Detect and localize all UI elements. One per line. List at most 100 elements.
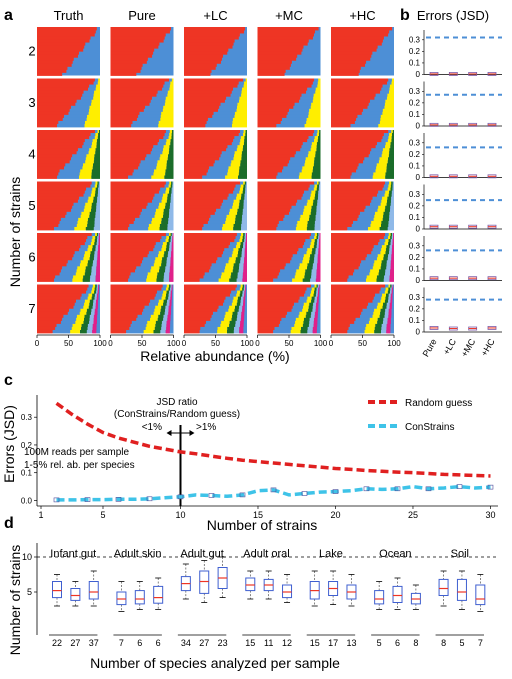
abundance-bar-segment	[305, 314, 311, 319]
abundance-bar-segment	[37, 151, 77, 155]
abundance-bar-segment	[110, 51, 154, 55]
abundance-bar-segment	[37, 296, 81, 301]
abundance-bar-segment	[158, 299, 164, 304]
abundance-bar-segment	[98, 284, 100, 288]
abundance-bar-segment	[385, 99, 394, 104]
abundance-bar-segment	[387, 290, 390, 294]
abundance-bar-segment	[171, 136, 174, 140]
abundance-bar-segment	[243, 302, 246, 307]
abundance-bar-segment	[159, 266, 166, 270]
abundance-bar-segment	[163, 105, 174, 110]
abundance-bar-segment	[94, 136, 98, 140]
abundance-bar-segment	[136, 117, 161, 122]
abundance-bar-segment	[165, 239, 169, 243]
abundance-bar-segment	[315, 293, 318, 298]
abundance-bar-segment	[306, 90, 316, 95]
abundance-bar-segment	[391, 181, 393, 185]
abundance-bar-segment	[241, 311, 245, 316]
abundance-bar-segment	[168, 308, 172, 313]
abundance-bar-segment	[302, 166, 314, 170]
abundance-bar-segment	[160, 239, 166, 243]
abundance-bar-segment	[377, 317, 384, 322]
abundance-bar-segment	[310, 290, 315, 294]
abundance-bar-segment	[155, 305, 162, 310]
abundance-bar-segment	[380, 117, 394, 122]
abundance-bar-segment	[233, 157, 242, 161]
abundance-bar-segment	[231, 160, 241, 164]
abundance-bar-segment	[37, 233, 92, 237]
abundance-bar-segment	[238, 133, 243, 137]
abundance-bar-segment	[37, 99, 77, 104]
abundance-bar-segment	[236, 148, 243, 152]
abundance-bar-segment	[37, 54, 78, 58]
abundance-bar-segment	[37, 78, 95, 82]
abundance-bar-segment	[82, 145, 92, 149]
abundance-bar-segment	[392, 287, 394, 291]
abundance-bar-segment	[96, 84, 100, 88]
abundance-bar-segment	[163, 275, 170, 279]
abundance-bar-segment	[89, 108, 100, 113]
abundance-bar-segment	[96, 287, 98, 291]
panel-b-ytick-label: 0.3	[409, 241, 421, 250]
abundance-bar-segment	[234, 114, 247, 119]
abundance-bar-segment	[230, 93, 242, 98]
abundance-bar-segment	[317, 314, 321, 319]
abundance-bar-segment	[390, 239, 393, 243]
abundance-bar-segment	[389, 245, 393, 249]
abundance-bar-segment	[331, 142, 377, 146]
abundance-bar-segment	[257, 151, 296, 155]
abundance-bar-segment	[131, 123, 159, 128]
abundance-bar-segment	[319, 236, 321, 240]
abundance-bar-segment	[167, 223, 174, 228]
abundance-bar-segment	[144, 305, 156, 310]
abundance-bar-segment	[132, 120, 159, 125]
abundance-bar-segment	[58, 120, 85, 125]
abundance-bar-segment	[184, 117, 208, 122]
abundance-bar-segment	[133, 169, 155, 173]
abundance-bar-segment	[229, 257, 236, 261]
abundance-bar-segment	[388, 223, 394, 228]
abundance-bar-segment	[244, 257, 247, 261]
abundance-bar-segment	[37, 69, 67, 73]
abundance-bar-segment	[97, 251, 100, 255]
panel-b-ytick-label: 0.2	[409, 98, 421, 107]
abundance-bar-segment	[235, 184, 241, 188]
abundance-bar-segment	[386, 96, 394, 101]
abundance-bar-segment	[297, 251, 307, 255]
abundance-bar-segment	[373, 245, 382, 249]
abundance-bar-segment	[161, 320, 167, 325]
abundance-bar-segment	[37, 320, 61, 325]
abundance-bar-segment	[94, 217, 100, 222]
abundance-bar-segment	[242, 290, 245, 294]
row-label-7: 7	[28, 301, 35, 316]
abundance-bar-segment	[389, 148, 394, 152]
abundance-bar-segment	[331, 187, 383, 191]
abundance-bar-segment	[366, 254, 378, 258]
abundance-bar-segment	[97, 314, 100, 319]
abundance-bar-segment	[388, 220, 394, 225]
abundance-bar-segment	[212, 311, 226, 316]
abundance-bar-segment	[244, 254, 247, 258]
abundance-bar-segment	[313, 245, 317, 249]
abundance-bar-segment	[166, 263, 171, 267]
abundance-bar-segment	[331, 105, 368, 110]
abundance-bar-segment	[291, 308, 303, 313]
abundance-bar-segment	[240, 184, 244, 188]
abundance-bar-segment	[376, 142, 386, 146]
abundance-bar-segment	[110, 48, 155, 52]
abundance-bar-segment	[317, 130, 320, 134]
abundance-bar-segment	[165, 190, 170, 195]
abundance-bar-segment	[81, 211, 90, 216]
abundance-bar-segment	[94, 254, 98, 258]
abundance-bar-segment	[155, 320, 162, 325]
abundance-bar-segment	[312, 99, 321, 104]
abundance-bar-segment	[392, 181, 394, 185]
abundance-bar-segment	[166, 199, 171, 204]
constrains-point	[363, 486, 370, 492]
abundance-bar-segment	[184, 69, 212, 73]
abundance-bar-segment	[110, 81, 165, 85]
panel-a-xtick-label: 0	[108, 339, 113, 348]
abundance-bar-segment	[211, 263, 226, 267]
abundance-bar-segment	[291, 326, 302, 331]
abundance-bar-segment	[184, 242, 230, 246]
